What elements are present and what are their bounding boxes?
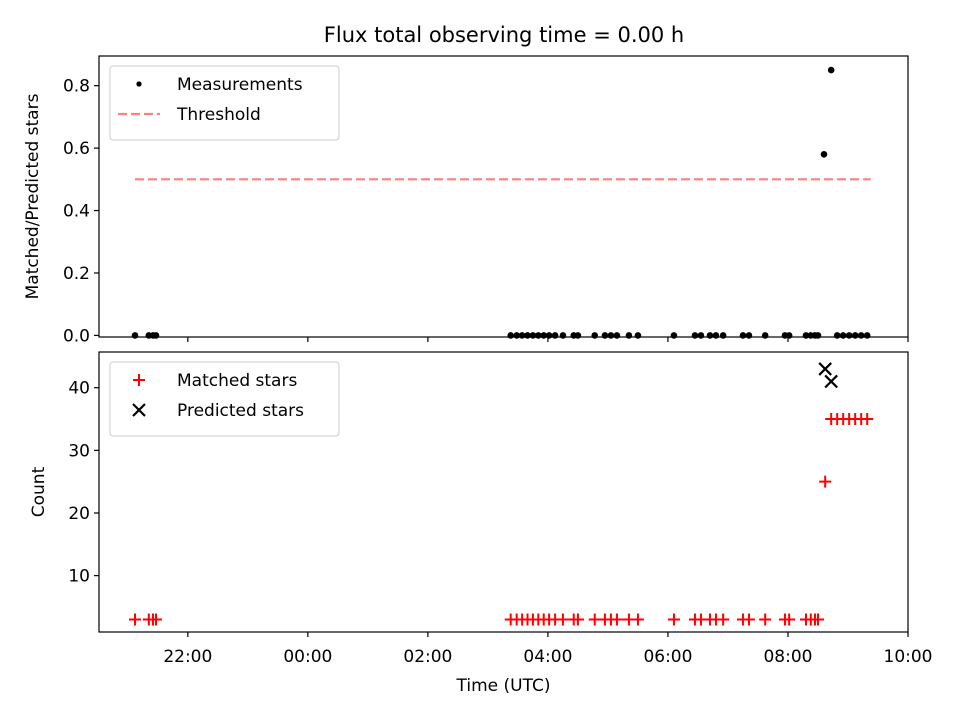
- matched-stars-point: [861, 413, 874, 426]
- measurements-point: [851, 332, 859, 339]
- matched-stars-point: [588, 613, 601, 626]
- ratio-x-ticks: [187, 337, 909, 342]
- x-axis-label: Time (UTC): [456, 676, 551, 696]
- y-tick-label: 20: [68, 504, 90, 524]
- x-tick-label: 00:00: [283, 647, 332, 667]
- legend-predicted-stars-swatch: [132, 403, 146, 417]
- measurements-point: [574, 332, 582, 339]
- matched-stars-point: [631, 613, 644, 626]
- measurements-point: [559, 332, 567, 339]
- measurements-point: [551, 332, 559, 339]
- measurements-point: [745, 332, 753, 339]
- ratio-axes-frame: [98, 55, 909, 338]
- matched-stars-point: [819, 475, 832, 488]
- y-tick-label: 0.8: [63, 77, 90, 97]
- y-tick-label: 0.0: [63, 326, 90, 346]
- y-tick-label: 10: [68, 567, 90, 587]
- measurements-point: [863, 332, 871, 339]
- measurements-point: [634, 332, 642, 339]
- count-panel: 10 20 30 40 22:00 00:00 02:00 04:00 06:00 08:00 1…: [29, 351, 933, 667]
- measurements-point: [857, 332, 865, 339]
- count-plot-area: [129, 362, 874, 626]
- measurements-point: [845, 332, 853, 339]
- ratio-panel: 0.00.20.40.60.8 Matched/Predicted stars …: [23, 55, 909, 346]
- measurements-point: [601, 332, 609, 339]
- matched-stars-point: [811, 613, 824, 626]
- ratio-legend: Measurements Threshold: [109, 65, 340, 141]
- y-tick-label: 40: [68, 379, 90, 399]
- legend-threshold-label: Threshold: [176, 105, 261, 125]
- count-axes-frame: [98, 351, 909, 633]
- legend-marker: [132, 403, 146, 417]
- legend-measurements-label: Measurements: [177, 75, 303, 95]
- measurements-point: [833, 332, 841, 339]
- measurements-point: [507, 332, 515, 339]
- measurements-point: [719, 332, 727, 339]
- legend-matched-stars-swatch: [133, 374, 145, 386]
- measurements-point: [712, 332, 720, 339]
- matched-stars-point: [556, 613, 569, 626]
- count-y-label: Count: [29, 466, 49, 517]
- legend-dot: [136, 81, 142, 87]
- x-tick-label: 06:00: [643, 647, 692, 667]
- x-tick-label: 04:00: [523, 647, 572, 667]
- measurements-point: [131, 332, 139, 339]
- ratio-y-label: Matched/Predicted stars: [23, 93, 43, 299]
- measurements-point: [839, 332, 847, 339]
- matched-stars-point: [759, 613, 772, 626]
- matched-stars-point: [667, 613, 680, 626]
- measurements-point: [670, 332, 678, 339]
- matched-stars-point: [610, 613, 623, 626]
- x-tick-label: 10:00: [884, 647, 933, 667]
- count-y-axis: 10 20 30 40: [68, 379, 99, 587]
- ratio-y-axis: 0.0 0.2 0.4 0.6 0.8: [63, 77, 99, 346]
- measurements-point: [706, 332, 714, 339]
- measurements-point: [625, 332, 633, 339]
- measurements-point: [152, 332, 160, 339]
- measurements-point: [785, 332, 793, 339]
- legend-measurements-swatch: [136, 81, 142, 87]
- y-tick-label: 0.4: [63, 202, 90, 222]
- measurements-point: [739, 332, 747, 339]
- legend-marker: [133, 374, 145, 386]
- measurements-point: [761, 332, 769, 339]
- legend-box: [109, 65, 340, 141]
- matched-stars-point: [742, 613, 755, 626]
- predicted-stars-point: [818, 362, 832, 376]
- y-tick-label: 30: [68, 441, 90, 461]
- measurements-point: [691, 332, 699, 339]
- x-tick-label: 08:00: [763, 647, 812, 667]
- measurements-point: [814, 332, 822, 339]
- count-x-axis: 22:00 00:00 02:00 04:00 06:00 08:00 10:00: [163, 632, 933, 667]
- measurements-point: [827, 66, 835, 74]
- x-tick-label: 22:00: [163, 647, 212, 667]
- chart-title: Flux total observing time = 0.00 h: [324, 23, 684, 47]
- matched-stars-point: [571, 613, 584, 626]
- legend-predicted-stars-label: Predicted stars: [177, 401, 304, 421]
- count-legend: Matched stars Predicted stars: [109, 361, 340, 437]
- measurements-point: [697, 332, 705, 339]
- measurements-point: [820, 151, 828, 158]
- matched-stars-point: [783, 613, 796, 626]
- matched-stars-point: [150, 613, 163, 626]
- measurements-point: [591, 332, 599, 339]
- measurements-point: [613, 332, 621, 339]
- y-tick-label: 0.6: [63, 139, 90, 159]
- measurements-point: [607, 332, 615, 339]
- legend-box: [109, 361, 340, 437]
- matched-stars-point: [129, 613, 142, 626]
- x-tick-label: 02:00: [403, 647, 452, 667]
- y-tick-label: 0.2: [63, 264, 90, 284]
- measurements-point: [545, 332, 553, 339]
- matched-stars-point: [717, 613, 730, 626]
- predicted-stars-point: [824, 374, 838, 389]
- legend-matched-stars-label: Matched stars: [177, 371, 297, 391]
